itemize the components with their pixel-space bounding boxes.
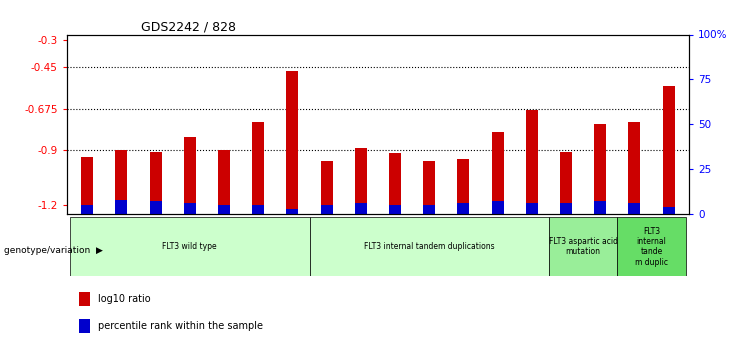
Bar	[662, 207, 674, 214]
Bar	[184, 137, 196, 214]
Text: genotype/variation  ▶: genotype/variation ▶	[4, 246, 102, 255]
Bar	[79, 319, 90, 333]
Text: log10 ratio: log10 ratio	[98, 294, 150, 304]
Bar	[355, 203, 367, 214]
Bar	[491, 201, 504, 214]
Bar	[116, 199, 127, 214]
Bar	[457, 159, 469, 214]
Bar	[252, 205, 265, 214]
Bar	[594, 201, 606, 214]
Bar	[287, 71, 299, 214]
Bar	[389, 154, 401, 214]
Bar	[150, 152, 162, 214]
Bar	[628, 203, 640, 214]
Text: FLT3 internal tandem duplications: FLT3 internal tandem duplications	[364, 242, 494, 251]
Bar	[355, 148, 367, 214]
Bar	[423, 161, 435, 214]
Bar	[310, 217, 549, 276]
Bar	[150, 201, 162, 214]
Text: FLT3 aspartic acid
mutation: FLT3 aspartic acid mutation	[548, 237, 617, 256]
Bar	[560, 152, 572, 214]
Bar	[82, 205, 93, 214]
Bar	[662, 86, 674, 214]
Bar	[526, 110, 538, 214]
Bar	[218, 150, 230, 214]
Bar	[617, 217, 685, 276]
Bar	[491, 131, 504, 214]
Text: percentile rank within the sample: percentile rank within the sample	[98, 321, 263, 331]
Bar	[549, 217, 617, 276]
Bar	[321, 205, 333, 214]
Bar	[423, 205, 435, 214]
Bar	[79, 292, 90, 306]
Bar	[184, 203, 196, 214]
Bar	[594, 124, 606, 214]
Bar	[457, 203, 469, 214]
Bar	[526, 203, 538, 214]
Bar	[628, 122, 640, 214]
Bar	[560, 203, 572, 214]
Bar	[218, 205, 230, 214]
Text: GDS2242 / 828: GDS2242 / 828	[142, 20, 236, 33]
Bar	[82, 157, 93, 214]
Text: FLT3
internal
tande
m duplic: FLT3 internal tande m duplic	[635, 227, 668, 267]
Bar	[252, 122, 265, 214]
Bar	[116, 150, 127, 214]
Bar	[321, 161, 333, 214]
Bar	[70, 217, 310, 276]
Bar	[389, 205, 401, 214]
Bar	[287, 208, 299, 214]
Text: FLT3 wild type: FLT3 wild type	[162, 242, 217, 251]
